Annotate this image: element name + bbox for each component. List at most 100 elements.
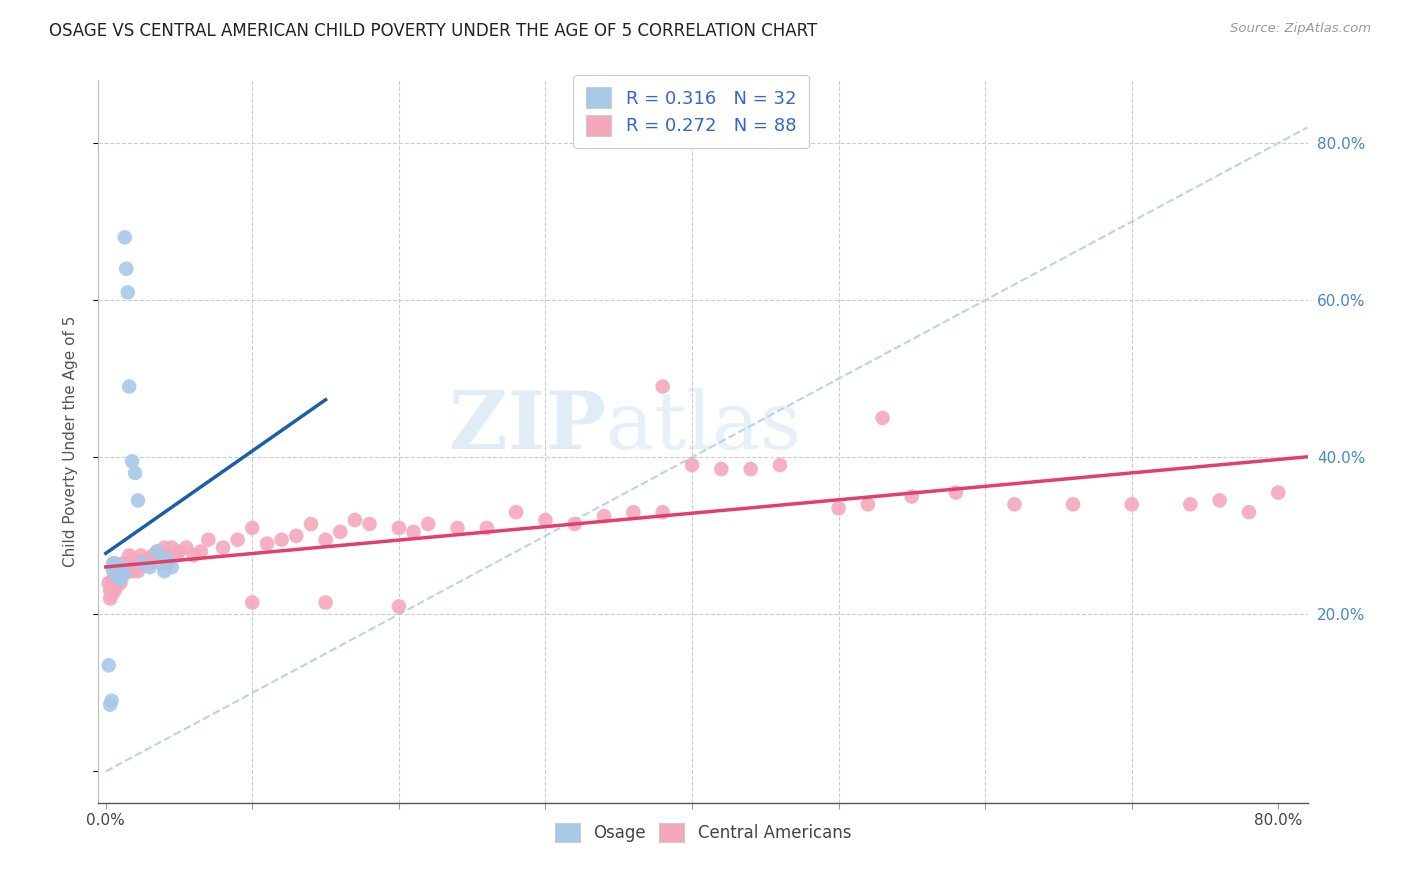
Point — [98, 698, 121, 712]
Point — [212, 541, 235, 555]
Point — [127, 564, 149, 578]
Point — [256, 536, 278, 550]
Point — [117, 285, 139, 300]
Point — [105, 572, 128, 586]
Y-axis label: Child Poverty Under the Age of 5: Child Poverty Under the Age of 5 — [63, 316, 77, 567]
Point — [129, 549, 152, 563]
Point — [146, 544, 169, 558]
Point — [651, 505, 673, 519]
Point — [156, 552, 179, 566]
Point — [114, 230, 136, 244]
Point — [121, 564, 143, 578]
Point — [146, 544, 169, 558]
Point — [100, 580, 122, 594]
Point — [183, 549, 205, 563]
Point — [110, 575, 132, 590]
Legend: Osage, Central Americans: Osage, Central Americans — [548, 816, 858, 848]
Point — [111, 560, 134, 574]
Text: atlas: atlas — [606, 388, 801, 467]
Point — [115, 564, 138, 578]
Point — [710, 462, 733, 476]
Point — [505, 505, 527, 519]
Point — [100, 694, 122, 708]
Point — [124, 556, 146, 570]
Point — [190, 544, 212, 558]
Point — [110, 572, 132, 586]
Point — [108, 564, 131, 578]
Point — [402, 524, 425, 539]
Point — [1062, 497, 1084, 511]
Point — [112, 556, 135, 570]
Point — [167, 544, 190, 558]
Point — [108, 568, 131, 582]
Point — [359, 516, 381, 531]
Point — [534, 513, 557, 527]
Point — [901, 490, 924, 504]
Point — [1180, 497, 1202, 511]
Point — [103, 556, 125, 570]
Point — [117, 556, 139, 570]
Point — [153, 541, 176, 555]
Point — [156, 556, 179, 570]
Point — [240, 595, 263, 609]
Point — [564, 516, 586, 531]
Point — [101, 556, 124, 570]
Point — [118, 549, 141, 563]
Point — [226, 533, 249, 547]
Text: OSAGE VS CENTRAL AMERICAN CHILD POVERTY UNDER THE AGE OF 5 CORRELATION CHART: OSAGE VS CENTRAL AMERICAN CHILD POVERTY … — [49, 22, 817, 40]
Point — [98, 583, 121, 598]
Point — [1208, 493, 1230, 508]
Point — [240, 521, 263, 535]
Point — [107, 572, 129, 586]
Point — [107, 560, 129, 574]
Point — [270, 533, 292, 547]
Point — [446, 521, 468, 535]
Point — [101, 580, 124, 594]
Point — [593, 509, 616, 524]
Point — [107, 564, 129, 578]
Point — [110, 568, 132, 582]
Point — [740, 462, 762, 476]
Point — [101, 564, 124, 578]
Point — [315, 595, 337, 609]
Point — [827, 501, 849, 516]
Point — [127, 493, 149, 508]
Point — [112, 564, 135, 578]
Point — [160, 560, 183, 574]
Point — [856, 497, 879, 511]
Point — [1121, 497, 1143, 511]
Point — [329, 524, 352, 539]
Point — [124, 466, 146, 480]
Point — [475, 521, 498, 535]
Text: Source: ZipAtlas.com: Source: ZipAtlas.com — [1230, 22, 1371, 36]
Point — [121, 454, 143, 468]
Point — [388, 521, 411, 535]
Point — [197, 533, 219, 547]
Point — [142, 549, 165, 563]
Point — [138, 556, 160, 570]
Point — [160, 541, 183, 555]
Point — [120, 560, 142, 574]
Text: ZIP: ZIP — [450, 388, 606, 467]
Point — [118, 564, 141, 578]
Point — [118, 379, 141, 393]
Point — [105, 568, 128, 582]
Point — [115, 261, 138, 276]
Point — [112, 568, 135, 582]
Point — [103, 583, 125, 598]
Point — [112, 564, 135, 578]
Point — [108, 572, 131, 586]
Point — [110, 564, 132, 578]
Point — [107, 564, 129, 578]
Point — [945, 485, 967, 500]
Point — [165, 549, 187, 563]
Point — [315, 533, 337, 547]
Point — [105, 564, 128, 578]
Point — [97, 658, 120, 673]
Point — [101, 572, 124, 586]
Point — [114, 560, 136, 574]
Point — [651, 379, 673, 393]
Point — [1237, 505, 1260, 519]
Point — [111, 564, 134, 578]
Point — [98, 591, 121, 606]
